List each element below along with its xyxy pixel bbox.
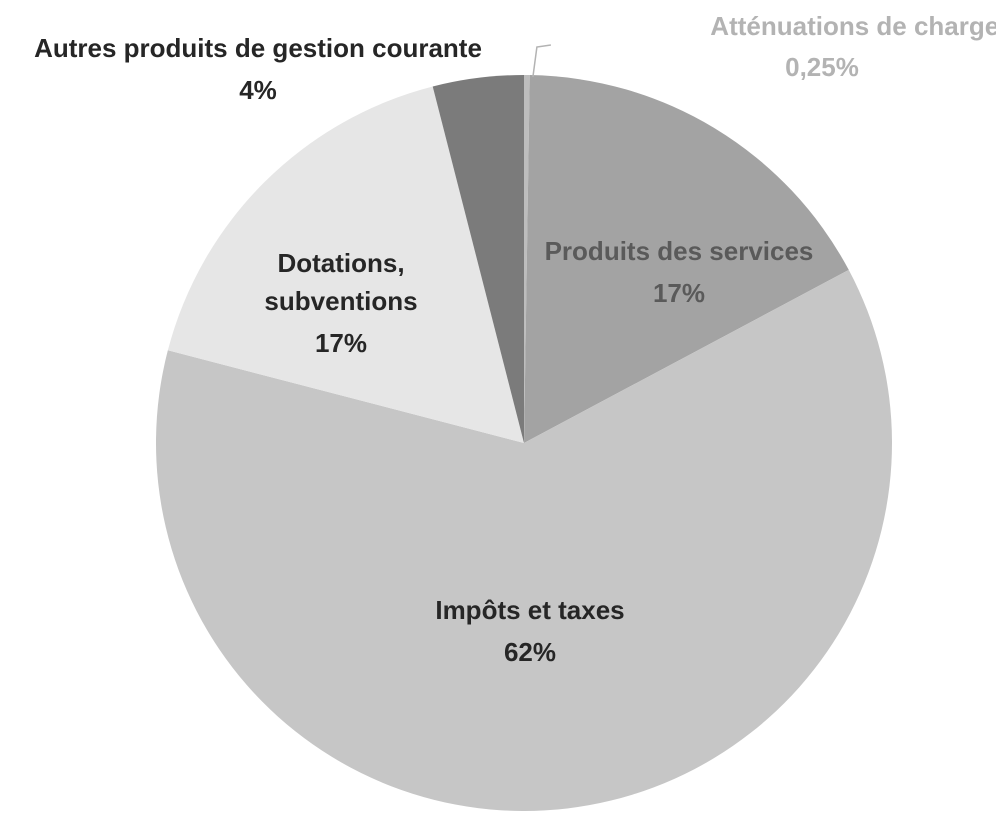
slice-label-4-line-2: subventions (264, 286, 417, 316)
pie-slice-1 (524, 75, 530, 443)
slice-value-label-4: 17% (315, 328, 367, 358)
slice-value-label-5: 4% (239, 75, 277, 105)
leader-lines (532, 44, 552, 78)
pie-slice-2 (524, 75, 849, 444)
slice-label-2: Produits des services (545, 236, 814, 266)
pie-slices (155, 75, 892, 811)
slice-label-3: Impôts et taxes (435, 595, 624, 625)
slice-label-1: Atténuations de charges (710, 11, 996, 41)
leader-line-1 (532, 44, 552, 78)
slice-value-label-2: 17% (653, 278, 705, 308)
pie-slice-5 (432, 75, 524, 443)
pie-slice-4 (167, 86, 525, 443)
slice-labels: Atténuations de charges 0,25% Produits des… (34, 11, 996, 667)
slice-label-5: Autres produits de gestion courante (34, 33, 482, 63)
pie-slice-3 (155, 269, 892, 811)
slice-value-label-3: 62% (504, 637, 556, 667)
slice-value-label-1: 0,25% (785, 52, 859, 82)
slice-label-4-line-1: Dotations, (277, 248, 404, 278)
